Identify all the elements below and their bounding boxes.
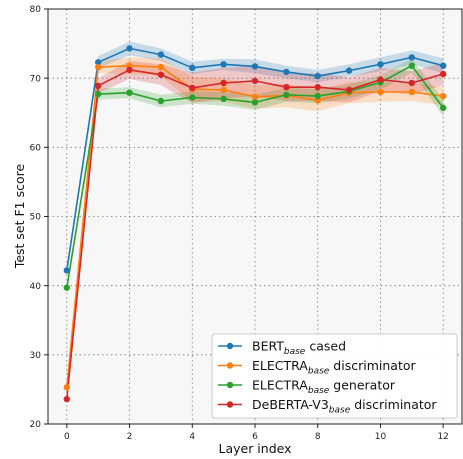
x-tick-label: 10 bbox=[375, 432, 387, 442]
series-1-point bbox=[220, 86, 227, 94]
series-0-band bbox=[66, 41, 444, 271]
series-0-point bbox=[408, 54, 415, 61]
y-tick-label: 60 bbox=[30, 144, 42, 154]
series-2-point bbox=[126, 89, 133, 96]
y-tick-label: 40 bbox=[30, 282, 42, 292]
series-3-point bbox=[63, 395, 70, 403]
legend-subscript: base bbox=[329, 406, 351, 416]
legend-name: ELECTRA bbox=[252, 378, 308, 393]
series-3-point bbox=[157, 71, 165, 78]
series-2-point bbox=[220, 95, 227, 103]
series-1-point bbox=[440, 92, 447, 100]
series-1-point bbox=[95, 63, 102, 71]
series-0-point bbox=[314, 72, 321, 80]
series-1-point bbox=[251, 93, 259, 101]
series-0-point bbox=[126, 45, 133, 52]
series-1-point bbox=[157, 63, 165, 71]
x-tick-label: 8 bbox=[315, 432, 321, 442]
legend-subscript: base bbox=[308, 386, 330, 396]
legend-entry-3: DeBERTA-V3base discriminator bbox=[252, 397, 437, 416]
legend-entry-0: BERTbase cased bbox=[252, 339, 346, 358]
legend-name: BERT bbox=[252, 339, 284, 354]
legend-entry-2: ELECTRAbase generator bbox=[252, 378, 396, 397]
series-0-point bbox=[440, 62, 447, 69]
series-0-point bbox=[157, 51, 165, 58]
series-3-point bbox=[95, 82, 102, 90]
series-0-point bbox=[220, 61, 227, 68]
series-3-point bbox=[189, 84, 196, 92]
legend-swatch-marker bbox=[226, 381, 234, 389]
legend-name: DeBERTA-V3 bbox=[252, 397, 329, 412]
y-tick-label: 50 bbox=[30, 213, 42, 223]
legend-box bbox=[211, 333, 458, 419]
legend-swatch-marker bbox=[226, 401, 234, 408]
x-tick-label: 12 bbox=[437, 432, 448, 442]
series-2-point bbox=[95, 90, 102, 98]
y-tick-label: 20 bbox=[30, 420, 42, 430]
x-tick-label: 4 bbox=[189, 432, 195, 442]
series-0-point bbox=[189, 64, 196, 72]
series-3-point bbox=[408, 79, 415, 87]
series-3-point bbox=[440, 70, 447, 78]
series-2-point bbox=[408, 62, 415, 69]
y-tick-label: 70 bbox=[30, 74, 42, 84]
x-tick-label: 6 bbox=[252, 432, 258, 442]
series-1-band bbox=[66, 57, 444, 388]
legend-suffix: generator bbox=[329, 378, 396, 393]
series-2-point bbox=[63, 284, 70, 291]
legend-suffix: discriminator bbox=[350, 397, 437, 412]
series-2-point bbox=[314, 92, 321, 100]
x-axis-label: Layer index bbox=[218, 441, 291, 456]
series-2-point bbox=[283, 91, 290, 99]
series-3-point bbox=[314, 84, 321, 91]
series-3-point bbox=[251, 77, 259, 85]
series-0-point bbox=[251, 63, 259, 70]
legend-suffix: discriminator bbox=[329, 358, 416, 373]
legend-swatch-marker bbox=[226, 362, 234, 369]
series-3-point bbox=[377, 76, 384, 83]
series-0-point bbox=[63, 267, 70, 274]
y-axis-label: Test set F1 score bbox=[12, 164, 27, 270]
series-1-point bbox=[377, 88, 384, 96]
series-0-point bbox=[283, 68, 290, 76]
x-tick-label: 2 bbox=[127, 432, 133, 442]
series-3-point bbox=[220, 79, 227, 87]
legend-suffix: cased bbox=[305, 339, 346, 354]
series-3-point bbox=[345, 86, 353, 94]
legend-subscript: base bbox=[308, 367, 330, 377]
x-tick-label: 0 bbox=[64, 432, 70, 442]
series-0-point bbox=[95, 59, 102, 66]
series-2-point bbox=[440, 104, 447, 112]
series-2-point bbox=[189, 94, 196, 101]
series-1-point bbox=[63, 384, 70, 391]
legend-subscript: base bbox=[284, 347, 306, 357]
legend-swatch-marker bbox=[226, 342, 234, 350]
series-0-point bbox=[377, 61, 384, 68]
series-2-point bbox=[157, 97, 165, 105]
axis-ticks: 0 2 4 6 8 10 12 20 30 40 50 60 70 80 bbox=[30, 5, 449, 442]
legend-entry-1: ELECTRAbase discriminator bbox=[252, 358, 416, 377]
series-3-point bbox=[283, 84, 290, 91]
series-1-point bbox=[408, 88, 415, 96]
y-tick-label: 80 bbox=[30, 5, 42, 15]
series-3-point bbox=[126, 66, 133, 74]
series-points bbox=[63, 45, 447, 403]
series-2-point bbox=[251, 99, 259, 106]
y-tick-label: 30 bbox=[30, 351, 42, 361]
series-0-point bbox=[345, 67, 353, 74]
legend-name: ELECTRA bbox=[252, 358, 308, 373]
